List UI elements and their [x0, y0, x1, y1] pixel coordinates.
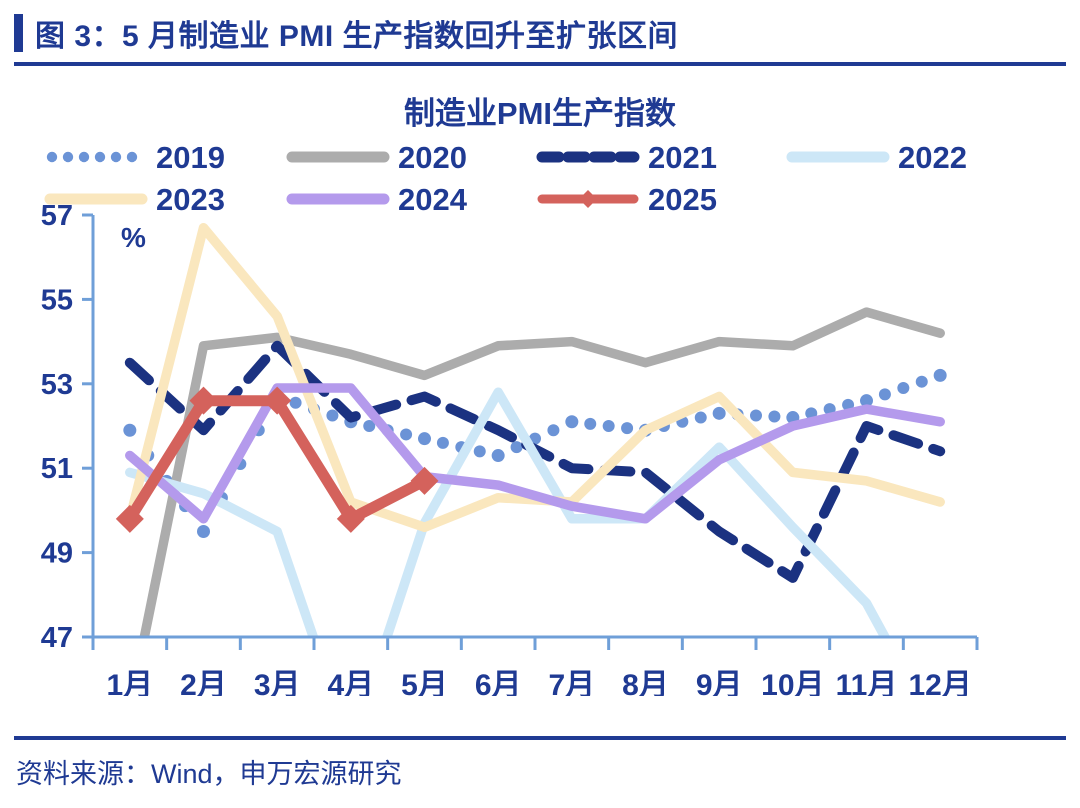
- chart-title: 制造业PMI生产指数: [403, 96, 677, 131]
- data-marker: [263, 386, 292, 415]
- data-point: [933, 368, 947, 382]
- data-point: [289, 396, 302, 409]
- y-axis-tick-label: 57: [41, 200, 73, 232]
- data-marker: [336, 504, 365, 533]
- legend-item-2025[interactable]: 2025: [536, 178, 786, 220]
- data-point: [878, 388, 891, 401]
- y-axis-tick-label: 53: [41, 369, 73, 401]
- y-axis-tick-label: 49: [41, 538, 73, 570]
- data-point: [491, 449, 505, 463]
- legend-label-2022: 2022: [898, 139, 967, 175]
- legend-swatch-dashed-icon: [536, 146, 640, 168]
- data-point: [326, 409, 339, 422]
- data-point: [897, 382, 910, 395]
- legend-swatch-solid-icon: [44, 188, 148, 210]
- series-line-2022: [125, 387, 891, 637]
- data-point: [197, 525, 210, 538]
- legend-item-2019[interactable]: 2019: [44, 136, 286, 178]
- x-axis-tick-label: 10月: [761, 669, 824, 696]
- legend-swatch-solid-icon: [286, 188, 390, 210]
- legend-item-2022[interactable]: 2022: [786, 136, 967, 178]
- x-axis-tick-label: 6月: [475, 669, 522, 696]
- legend-label-2023: 2023: [156, 181, 225, 217]
- plot-area: 47 49 51 53 55 57 1月 2月 3月 4月 5月 6月 7月 8月 9月 10月 11月 12月%: [0, 196, 1080, 696]
- legend-swatch-solid-icon: [286, 146, 390, 168]
- data-point: [473, 445, 486, 458]
- figure-title: 图 3：5 月制造业 PMI 生产指数回升至扩张区间: [35, 20, 679, 53]
- y-axis-tick-label: 51: [41, 453, 73, 485]
- data-marker: [410, 466, 439, 495]
- legend-swatch-marker-icon: [536, 188, 640, 210]
- legend-swatch-solid-icon: [786, 146, 890, 168]
- data-marker: [189, 386, 218, 415]
- data-point: [418, 432, 431, 446]
- chart-svg: 47 49 51 53 55 57 1月 2月 3月 4月 5月 6月 7月 8月 9月 10月 11月 12月%: [41, 200, 979, 696]
- data-point: [750, 409, 762, 422]
- data-point: [584, 417, 597, 430]
- y-axis-tick-label: 55: [41, 284, 73, 316]
- header-divider: [14, 62, 1066, 66]
- data-point: [363, 420, 376, 432]
- data-point: [123, 423, 137, 437]
- x-axis-tick-label: 7月: [548, 669, 595, 696]
- legend-item-2021[interactable]: 2021: [536, 136, 786, 178]
- footer-divider: [14, 736, 1066, 740]
- series-line-2020: [139, 307, 945, 637]
- legend-label-2025: 2025: [648, 181, 717, 217]
- data-marker: [115, 504, 144, 533]
- data-point: [565, 415, 579, 429]
- legend-label-2024: 2024: [398, 181, 467, 217]
- x-axis-tick-label: 11月: [836, 669, 898, 696]
- data-point: [547, 424, 560, 437]
- data-point: [712, 406, 726, 420]
- data-point: [860, 394, 873, 408]
- source-note: 资料来源：Wind，申万宏源研究: [16, 759, 402, 789]
- data-point: [621, 422, 634, 435]
- chart-legend: 2019 2020 2021: [44, 136, 1044, 220]
- data-point: [694, 411, 707, 424]
- legend-label-2021: 2021: [648, 139, 717, 175]
- x-axis-tick-label: 9月: [696, 669, 743, 696]
- title-accent-bar: [14, 14, 23, 52]
- data-point: [510, 441, 523, 454]
- legend-label-2019: 2019: [156, 139, 225, 175]
- x-axis-tick-label: 1月: [106, 669, 153, 696]
- legend-item-2024[interactable]: 2024: [286, 178, 536, 220]
- data-point: [602, 420, 615, 432]
- y-axis-tick-label: 47: [41, 622, 73, 654]
- axes: 47 49 51 53 55 57 1月 2月 3月 4月 5月 6月 7月 8月 9月 10月 11月 12月%: [41, 200, 979, 696]
- data-point: [915, 375, 928, 388]
- y-axis-unit-label: %: [121, 222, 146, 253]
- x-axis-tick-label: 3月: [254, 669, 301, 696]
- x-axis-tick-label: 2月: [180, 669, 227, 696]
- data-point: [436, 436, 449, 449]
- series-line-2024: [125, 383, 945, 524]
- legend-swatch-dotted-icon: [44, 146, 148, 168]
- x-axis-tick-label: 8月: [622, 669, 669, 696]
- data-point: [400, 428, 413, 441]
- data-point: [768, 410, 781, 423]
- legend-item-2020[interactable]: 2020: [286, 136, 536, 178]
- x-axis-tick-label: 4月: [327, 669, 374, 696]
- x-axis-tick-label: 12月: [908, 669, 971, 696]
- legend-item-2023[interactable]: 2023: [44, 178, 286, 220]
- legend-label-2020: 2020: [398, 139, 467, 175]
- x-axis-tick-label: 5月: [401, 669, 448, 696]
- legend-row-1: 2019 2020 2021: [44, 136, 1044, 178]
- legend-row-2: 2023 2024 2025: [44, 178, 1044, 220]
- figure-header: 图 3：5 月制造业 PMI 生产指数回升至扩张区间: [0, 0, 1080, 66]
